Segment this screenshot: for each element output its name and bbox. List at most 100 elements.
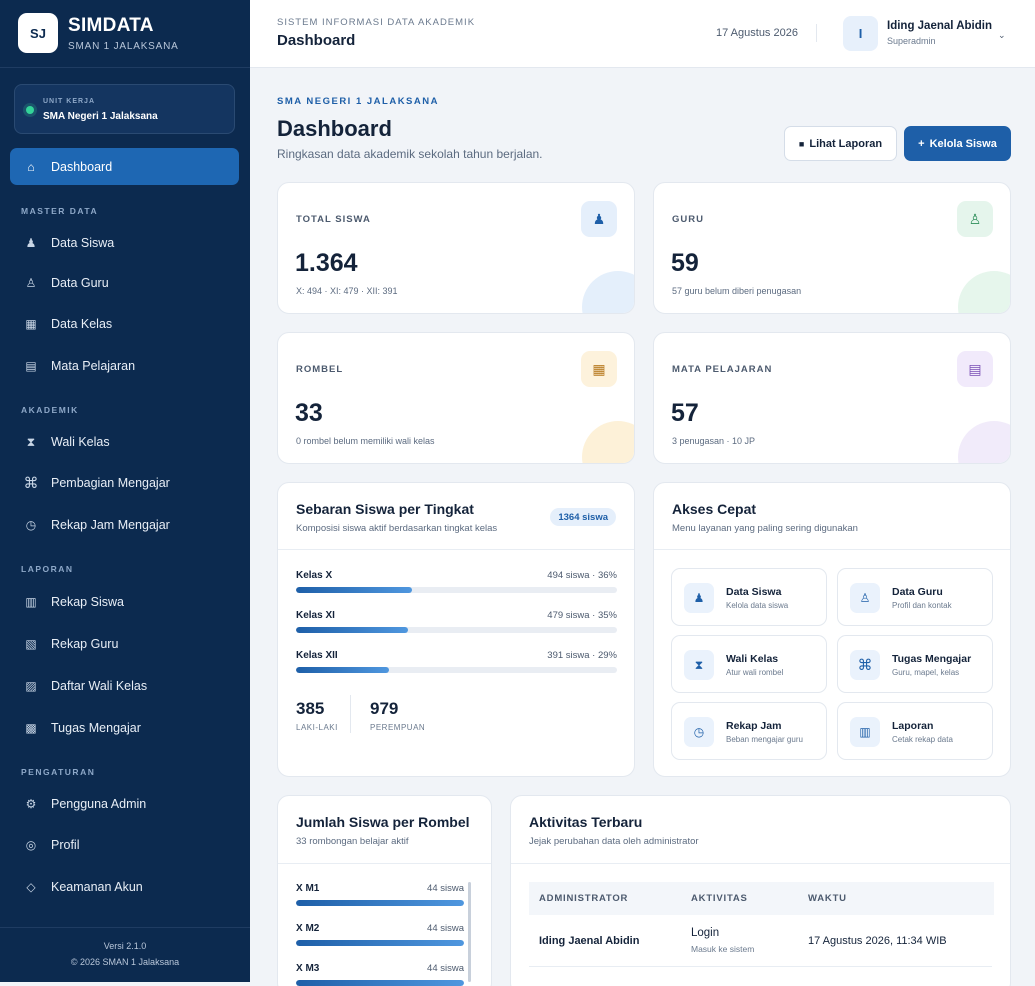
page-title: Dashboard <box>277 116 392 141</box>
stat-label: GURU <box>672 214 704 225</box>
sidebar-item-rekap-jam-mengajar[interactable]: ◷ Rekap Jam Mengajar <box>10 510 239 540</box>
list-icon: ▤ <box>25 359 37 373</box>
sidebar-item-keamanan-akun[interactable]: ◇ Keamanan Akun <box>10 872 239 902</box>
stat-note: 3 penugasan · 10 JP <box>672 436 756 446</box>
progress-fill <box>296 587 412 593</box>
avatar[interactable]: I <box>843 16 878 51</box>
card-divider <box>278 549 634 550</box>
sidebar-item-profil[interactable]: ◎ Profil <box>10 830 239 860</box>
sidebar-item-rekap-siswa[interactable]: ▥ Rekap Siswa <box>10 587 239 617</box>
tile-subtitle: Cetak rekap data <box>892 735 953 744</box>
tingkat-value: 479 siswa · 35% <box>547 610 617 621</box>
stat-note: X: 494 · XI: 479 · XII: 391 <box>296 286 398 296</box>
sidebar-item-label: Tugas Mengajar <box>51 721 141 735</box>
unit-value: SMA Negeri 1 Jalaksana <box>43 111 158 122</box>
tile-subtitle: Kelola data siswa <box>726 601 789 610</box>
sidebar-item-wali-kelas[interactable]: ⧗ Wali Kelas <box>10 427 239 457</box>
section-akademik: AKADEMIK <box>21 405 79 415</box>
table-icon: ▥ <box>25 595 37 609</box>
gender-divider <box>350 695 351 733</box>
sidebar-item-tugas-mengajar[interactable]: ▩ Tugas Mengajar <box>10 713 239 743</box>
stat-label: ROMBEL <box>296 364 344 375</box>
unit-kerja-card: UNIT KERJA SMA Negeri 1 Jalaksana <box>14 84 235 134</box>
lihat-laporan-button[interactable]: ■ Lihat Laporan <box>784 126 897 161</box>
grid-icon: ▦ <box>581 351 617 387</box>
quick-laporan[interactable]: ▥ Laporan Cetak rekap data <box>837 702 993 760</box>
quick-data-siswa[interactable]: ♟ Data Siswa Kelola data siswa <box>671 568 827 626</box>
stat-card-total-siswa: TOTAL SISWA ♟ 1.364 X: 494 · XI: 479 · X… <box>277 182 635 314</box>
sidebar-item-mata-pelajaran[interactable]: ▤ Mata Pelajaran <box>10 351 239 381</box>
sidebar-footer-divider <box>0 927 250 928</box>
tile-title: Laporan <box>892 720 934 732</box>
quick-rekap-jam[interactable]: ◷ Rekap Jam Beban mengajar guru <box>671 702 827 760</box>
brand[interactable]: SJ SIMDATA SMAN 1 JALAKSANA <box>18 13 179 53</box>
sidebar-item-label: Keamanan Akun <box>51 880 143 894</box>
tile-title: Rekap Jam <box>726 720 782 732</box>
decorative-blob <box>958 271 1010 313</box>
tingkat-label: Kelas XI <box>296 610 335 621</box>
rombel-label: X M2 <box>296 923 320 934</box>
quick-data-guru[interactable]: ♙ Data Guru Profil dan kontak <box>837 568 993 626</box>
grid-icon: ▦ <box>25 317 37 331</box>
male-label: LAKI-LAKI <box>296 723 338 732</box>
sidebar-item-data-siswa[interactable]: ♟ Data Siswa <box>10 228 239 258</box>
sidebar-item-label: Profil <box>51 838 80 852</box>
current-date: 17 Agustus 2026 <box>716 27 798 39</box>
rombel-value: 44 siswa <box>427 963 464 974</box>
activity-name: Login <box>691 927 720 939</box>
hatch-box-icon: ▨ <box>25 679 37 693</box>
user-role: Superadmin <box>887 36 936 46</box>
decorative-blob <box>958 421 1010 463</box>
chevron-down-icon[interactable]: ⌄ <box>998 30 1006 40</box>
command-icon: ⌘ <box>850 650 880 680</box>
teacher-icon: ♙ <box>25 276 37 290</box>
stat-note: 57 guru belum diberi penugasan <box>672 286 802 296</box>
scrollbar[interactable] <box>468 882 471 982</box>
brand-name: SIMDATA <box>68 14 154 36</box>
sidebar-item-data-guru[interactable]: ♙ Data Guru <box>10 268 239 298</box>
kelola-siswa-button[interactable]: + Kelola Siswa <box>904 126 1011 161</box>
quick-tugas-mengajar[interactable]: ⌘ Tugas Mengajar Guru, mapel, kelas <box>837 635 993 693</box>
admin-name: Iding Jaenal Abidin <box>539 935 640 947</box>
rombel-value: 44 siswa <box>427 923 464 934</box>
sidebar-item-label: Dashboard <box>51 159 113 174</box>
tingkat-value: 391 siswa · 29% <box>547 650 617 661</box>
progress-track <box>296 900 464 906</box>
rombel-card: Jumlah Siswa per Rombel 33 rombongan bel… <box>277 795 492 986</box>
male-count: 385 <box>296 699 325 718</box>
unit-label: UNIT KERJA <box>43 98 96 105</box>
progress-fill <box>296 980 464 986</box>
card-divider <box>654 549 1010 550</box>
table-icon: ▥ <box>850 717 880 747</box>
tile-title: Data Guru <box>892 586 943 598</box>
card-subtitle: Jejak perubahan data oleh administrator <box>529 836 699 847</box>
page-description: Ringkasan data akademik sekolah tahun be… <box>277 147 543 161</box>
user-name[interactable]: Iding Jaenal Abidin <box>887 20 992 32</box>
tile-subtitle: Beban mengajar guru <box>726 735 803 744</box>
home-icon: ⌂ <box>27 159 35 174</box>
sidebar-item-daftar-wali-kelas[interactable]: ▨ Daftar Wali Kelas <box>10 671 239 701</box>
topbar-subtitle: SISTEM INFORMASI DATA AKADEMIK <box>277 17 476 28</box>
topbar: SISTEM INFORMASI DATA AKADEMIK Dashboard… <box>250 0 1035 68</box>
report-icon: ■ <box>798 138 805 149</box>
sidebar-item-pengguna-admin[interactable]: ⚙ Pengguna Admin <box>10 789 239 819</box>
sidebar-item-label: Mata Pelajaran <box>51 359 136 373</box>
quick-wali-kelas[interactable]: ⧗ Wali Kelas Atur wali rombel <box>671 635 827 693</box>
tile-title: Data Siswa <box>726 586 782 598</box>
gear-icon: ⚙ <box>25 797 37 811</box>
sidebar-item-rekap-guru[interactable]: ▧ Rekap Guru <box>10 629 239 659</box>
sidebar-item-data-kelas[interactable]: ▦ Data Kelas <box>10 309 239 339</box>
stat-value: 33 <box>295 399 323 427</box>
sidebar-item-dashboard[interactable]: ⌂ Dashboard <box>10 148 239 185</box>
sidebar-item-label: Data Guru <box>51 276 109 290</box>
progress-fill <box>296 900 464 906</box>
brand-subtitle: SMAN 1 JALAKSANA <box>68 40 179 52</box>
sidebar-item-pembagian-mengajar[interactable]: ⌘ Pembagian Mengajar <box>10 468 239 498</box>
section-pengaturan: PENGATURAN <box>21 767 96 777</box>
female-count: 979 <box>370 699 399 718</box>
rombel-label: X M1 <box>296 883 320 894</box>
rombel-label: X M3 <box>296 963 320 974</box>
school-eyebrow: SMA NEGERI 1 JALAKSANA <box>277 96 439 107</box>
brand-logo: SJ <box>18 13 58 53</box>
teacher-icon: ♙ <box>957 201 993 237</box>
